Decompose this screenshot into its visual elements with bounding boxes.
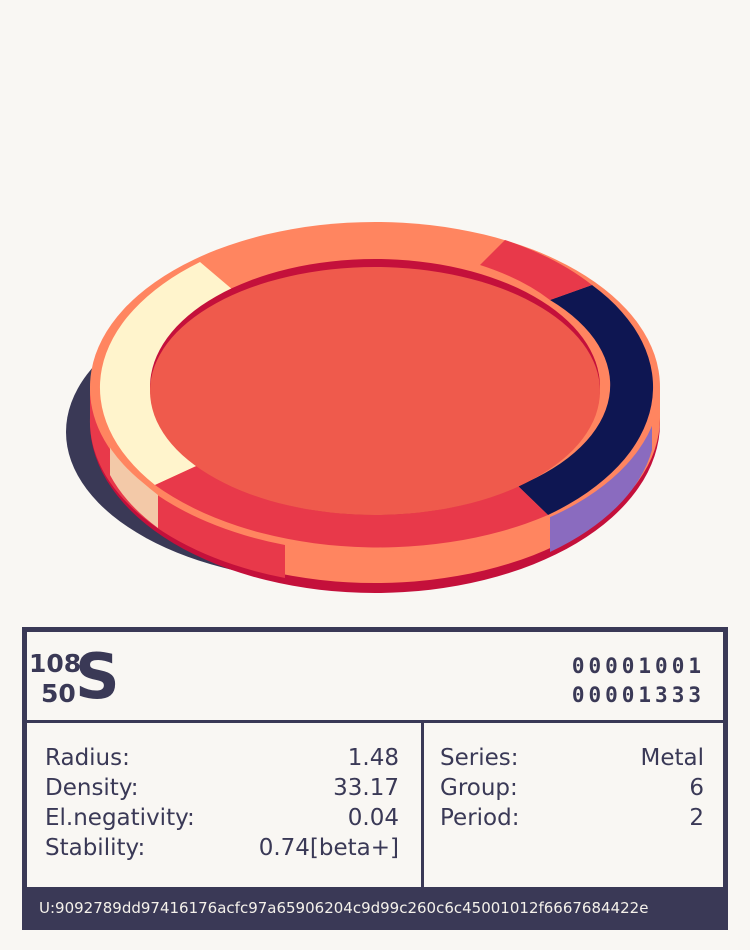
rim-segment-red-bottom — [155, 462, 548, 548]
property-value: 1.48 — [347, 745, 399, 771]
property-label: El.negativity: — [45, 805, 195, 831]
rim-segment-cream — [99, 262, 233, 485]
disc-face — [150, 267, 600, 515]
property-label: Stability: — [45, 835, 146, 861]
property-electronegativity: El.negativity: 0.04 — [45, 803, 399, 833]
property-value: 0.04 — [347, 805, 399, 831]
property-value: 0.74[beta+] — [258, 835, 399, 861]
binary-code: 00001001 00001333 — [572, 652, 705, 710]
property-value: 2 — [689, 805, 704, 831]
property-series: Series: Metal — [440, 743, 704, 773]
properties-left: Radius: 1.48 Density: 33.17 El.negativit… — [45, 743, 399, 863]
property-label: Period: — [440, 805, 520, 831]
disc-side-purple — [550, 412, 652, 552]
property-value: Metal — [640, 745, 705, 771]
rim-segment-red-top — [480, 240, 592, 300]
property-radius: Radius: 1.48 — [45, 743, 399, 773]
card-header: 108 50 S 00001001 00001333 — [27, 632, 723, 723]
column-divider — [421, 720, 424, 887]
property-value: 6 — [689, 775, 704, 801]
element-symbol: S — [75, 640, 120, 713]
property-label: Radius: — [45, 745, 130, 771]
property-label: Density: — [45, 775, 139, 801]
unique-id-bar: U:9092789dd97416176acfc97a65906204c9d99c… — [27, 887, 723, 930]
property-label: Series: — [440, 745, 519, 771]
rim-segment-navy — [518, 285, 654, 515]
property-value: 33.17 — [333, 775, 399, 801]
property-period: Period: 2 — [440, 803, 704, 833]
element-disc-illustration — [66, 222, 660, 593]
binary-top: 00001001 — [571, 654, 705, 678]
property-density: Density: 33.17 — [45, 773, 399, 803]
property-stability: Stability: 0.74[beta+] — [45, 833, 399, 863]
property-label: Group: — [440, 775, 518, 801]
element-card: 108 50 S 00001001 00001333 Radius: 1.48 … — [22, 627, 728, 930]
properties-right: Series: Metal Group: 6 Period: 2 — [440, 743, 704, 833]
atomic-number: 50 — [41, 679, 76, 708]
binary-bottom: 00001333 — [571, 683, 705, 707]
property-group: Group: 6 — [440, 773, 704, 803]
mass-number: 108 — [29, 649, 82, 678]
